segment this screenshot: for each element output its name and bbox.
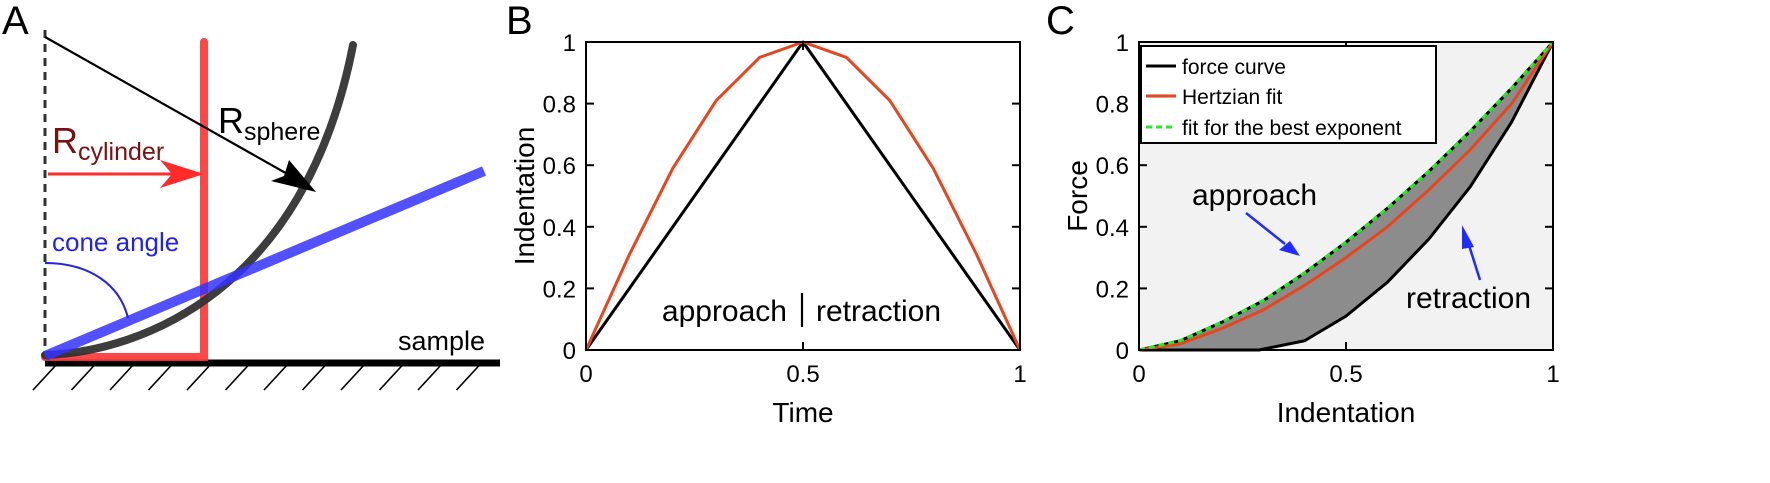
panel-a: A sample Rcylinder Rsphere xyxy=(2,0,500,391)
chart-c-hysteresis-area xyxy=(1139,42,1553,350)
sample-hatching xyxy=(32,363,482,391)
hatch-mark xyxy=(378,363,405,391)
chart-c-x-tick-label: 0.5 xyxy=(1329,361,1362,388)
chart-c-series-Hertzian-fit xyxy=(1138,41,1555,352)
approach-arrowhead xyxy=(1279,241,1300,256)
hatch-mark xyxy=(455,363,482,391)
retraction-curve-label: retraction xyxy=(1406,282,1531,315)
legend-box xyxy=(1140,45,1437,144)
indentation-time-chart: 0 0.5 1 0 0.2 0.4 0.6 0.8 1 Time Indentation xyxy=(509,30,1027,428)
panel-c-letter: C xyxy=(1046,0,1075,43)
chart-b-y-tick-label: 0 xyxy=(563,338,576,365)
sphere-indenter: Rsphere xyxy=(41,36,357,359)
chart-c-y-tick-label: 0.8 xyxy=(1096,92,1129,119)
legend-label-best-exponent: fit for the best exponent xyxy=(1182,117,1402,140)
hatch-mark xyxy=(32,363,58,391)
legend-label-hertzian-fit: Hertzian fit xyxy=(1182,86,1283,109)
chart-b-y-tick-label: 0.8 xyxy=(543,92,576,119)
panel-b-letter: B xyxy=(506,0,533,43)
chart-b-y-tick-label: 0.2 xyxy=(543,276,576,303)
hatch-mark xyxy=(417,363,443,391)
chart-c-series-fit-for-the-best-exponent xyxy=(1138,40,1555,352)
chart-b-y-tick-label: 0.6 xyxy=(543,153,576,180)
cone-angle-arc xyxy=(44,262,129,319)
chart-b-x-tick-label: 1 xyxy=(1013,361,1026,388)
panel-a-letter: A xyxy=(2,0,29,43)
hatch-mark xyxy=(301,363,328,391)
retraction-arrowhead xyxy=(1462,225,1474,249)
cylinder-indenter: Rcylinder xyxy=(41,38,208,361)
panel-c: C 0 0.5 1 0 0.2 0.4 0.6 0.8 1 Indentation Force fo… xyxy=(1046,0,1560,428)
hatch-mark xyxy=(109,363,135,391)
chart-c-y-tick-label: 0.4 xyxy=(1096,215,1129,242)
retraction-arrow xyxy=(1466,241,1482,281)
chart-c-y-tick-label: 0.2 xyxy=(1096,276,1129,303)
hatch-mark xyxy=(70,363,97,391)
cone-indenter: cone angle xyxy=(43,166,486,361)
cone-shape xyxy=(43,166,486,361)
chart-b-x-tick-label: 0 xyxy=(579,361,592,388)
hatch-mark xyxy=(263,363,289,391)
hatch-mark xyxy=(340,363,366,391)
panel-b: B 0 0.5 1 0 0.2 0.4 0.6 0.8 1 Time Indentation app… xyxy=(506,0,1027,428)
chart-b-x-axis-label: Time xyxy=(772,397,833,428)
sphere-arrowhead xyxy=(271,160,316,192)
chart-c-y-tick-label: 0.6 xyxy=(1096,153,1129,180)
chart-c-series-force-curve xyxy=(1139,41,1555,352)
cylinder-arrowhead xyxy=(160,160,204,188)
r-cylinder-label: Rcylinder xyxy=(52,120,164,166)
chart-b-y-axis-label: Indentation xyxy=(509,127,540,266)
hatch-mark xyxy=(186,363,212,391)
chart-c-y-tick-label: 1 xyxy=(1116,30,1129,57)
sample-surface: sample xyxy=(32,326,500,391)
cone-angle-label: cone angle xyxy=(52,227,179,257)
cylinder-shape xyxy=(41,38,208,361)
chart-b-y-tick-label: 0.4 xyxy=(543,215,576,242)
chart-c-x-tick-label: 0 xyxy=(1132,361,1145,388)
approach-arrow xyxy=(1245,212,1286,245)
hatch-mark xyxy=(147,363,174,391)
sphere-radius-arrow xyxy=(44,36,299,181)
chart-c-y-tick-label: 0 xyxy=(1116,338,1129,365)
legend-label-force-curve: force curve xyxy=(1182,56,1286,79)
chart-b-x-tick-label: 0.5 xyxy=(786,361,819,388)
sample-label: sample xyxy=(398,326,485,356)
chart-c-x-tick-label: 1 xyxy=(1546,361,1559,388)
chart-c-x-axis-label: Indentation xyxy=(1277,397,1416,428)
approach-curve-label: approach xyxy=(1192,179,1317,212)
chart-c-y-axis-label: Force xyxy=(1062,160,1093,232)
curve-annotations: approach retraction xyxy=(1192,179,1531,315)
hatch-mark xyxy=(224,363,251,391)
retraction-phase-label: retraction xyxy=(816,295,941,328)
approach-phase-label: approach xyxy=(662,295,787,328)
phase-annotation: approach retraction xyxy=(662,293,941,328)
r-sphere-label: Rsphere xyxy=(218,100,320,146)
legend: force curve Hertzian fit fit for the bes… xyxy=(1140,45,1437,144)
chart-b-y-tick-label: 1 xyxy=(563,30,576,57)
sphere-shape xyxy=(41,41,357,359)
